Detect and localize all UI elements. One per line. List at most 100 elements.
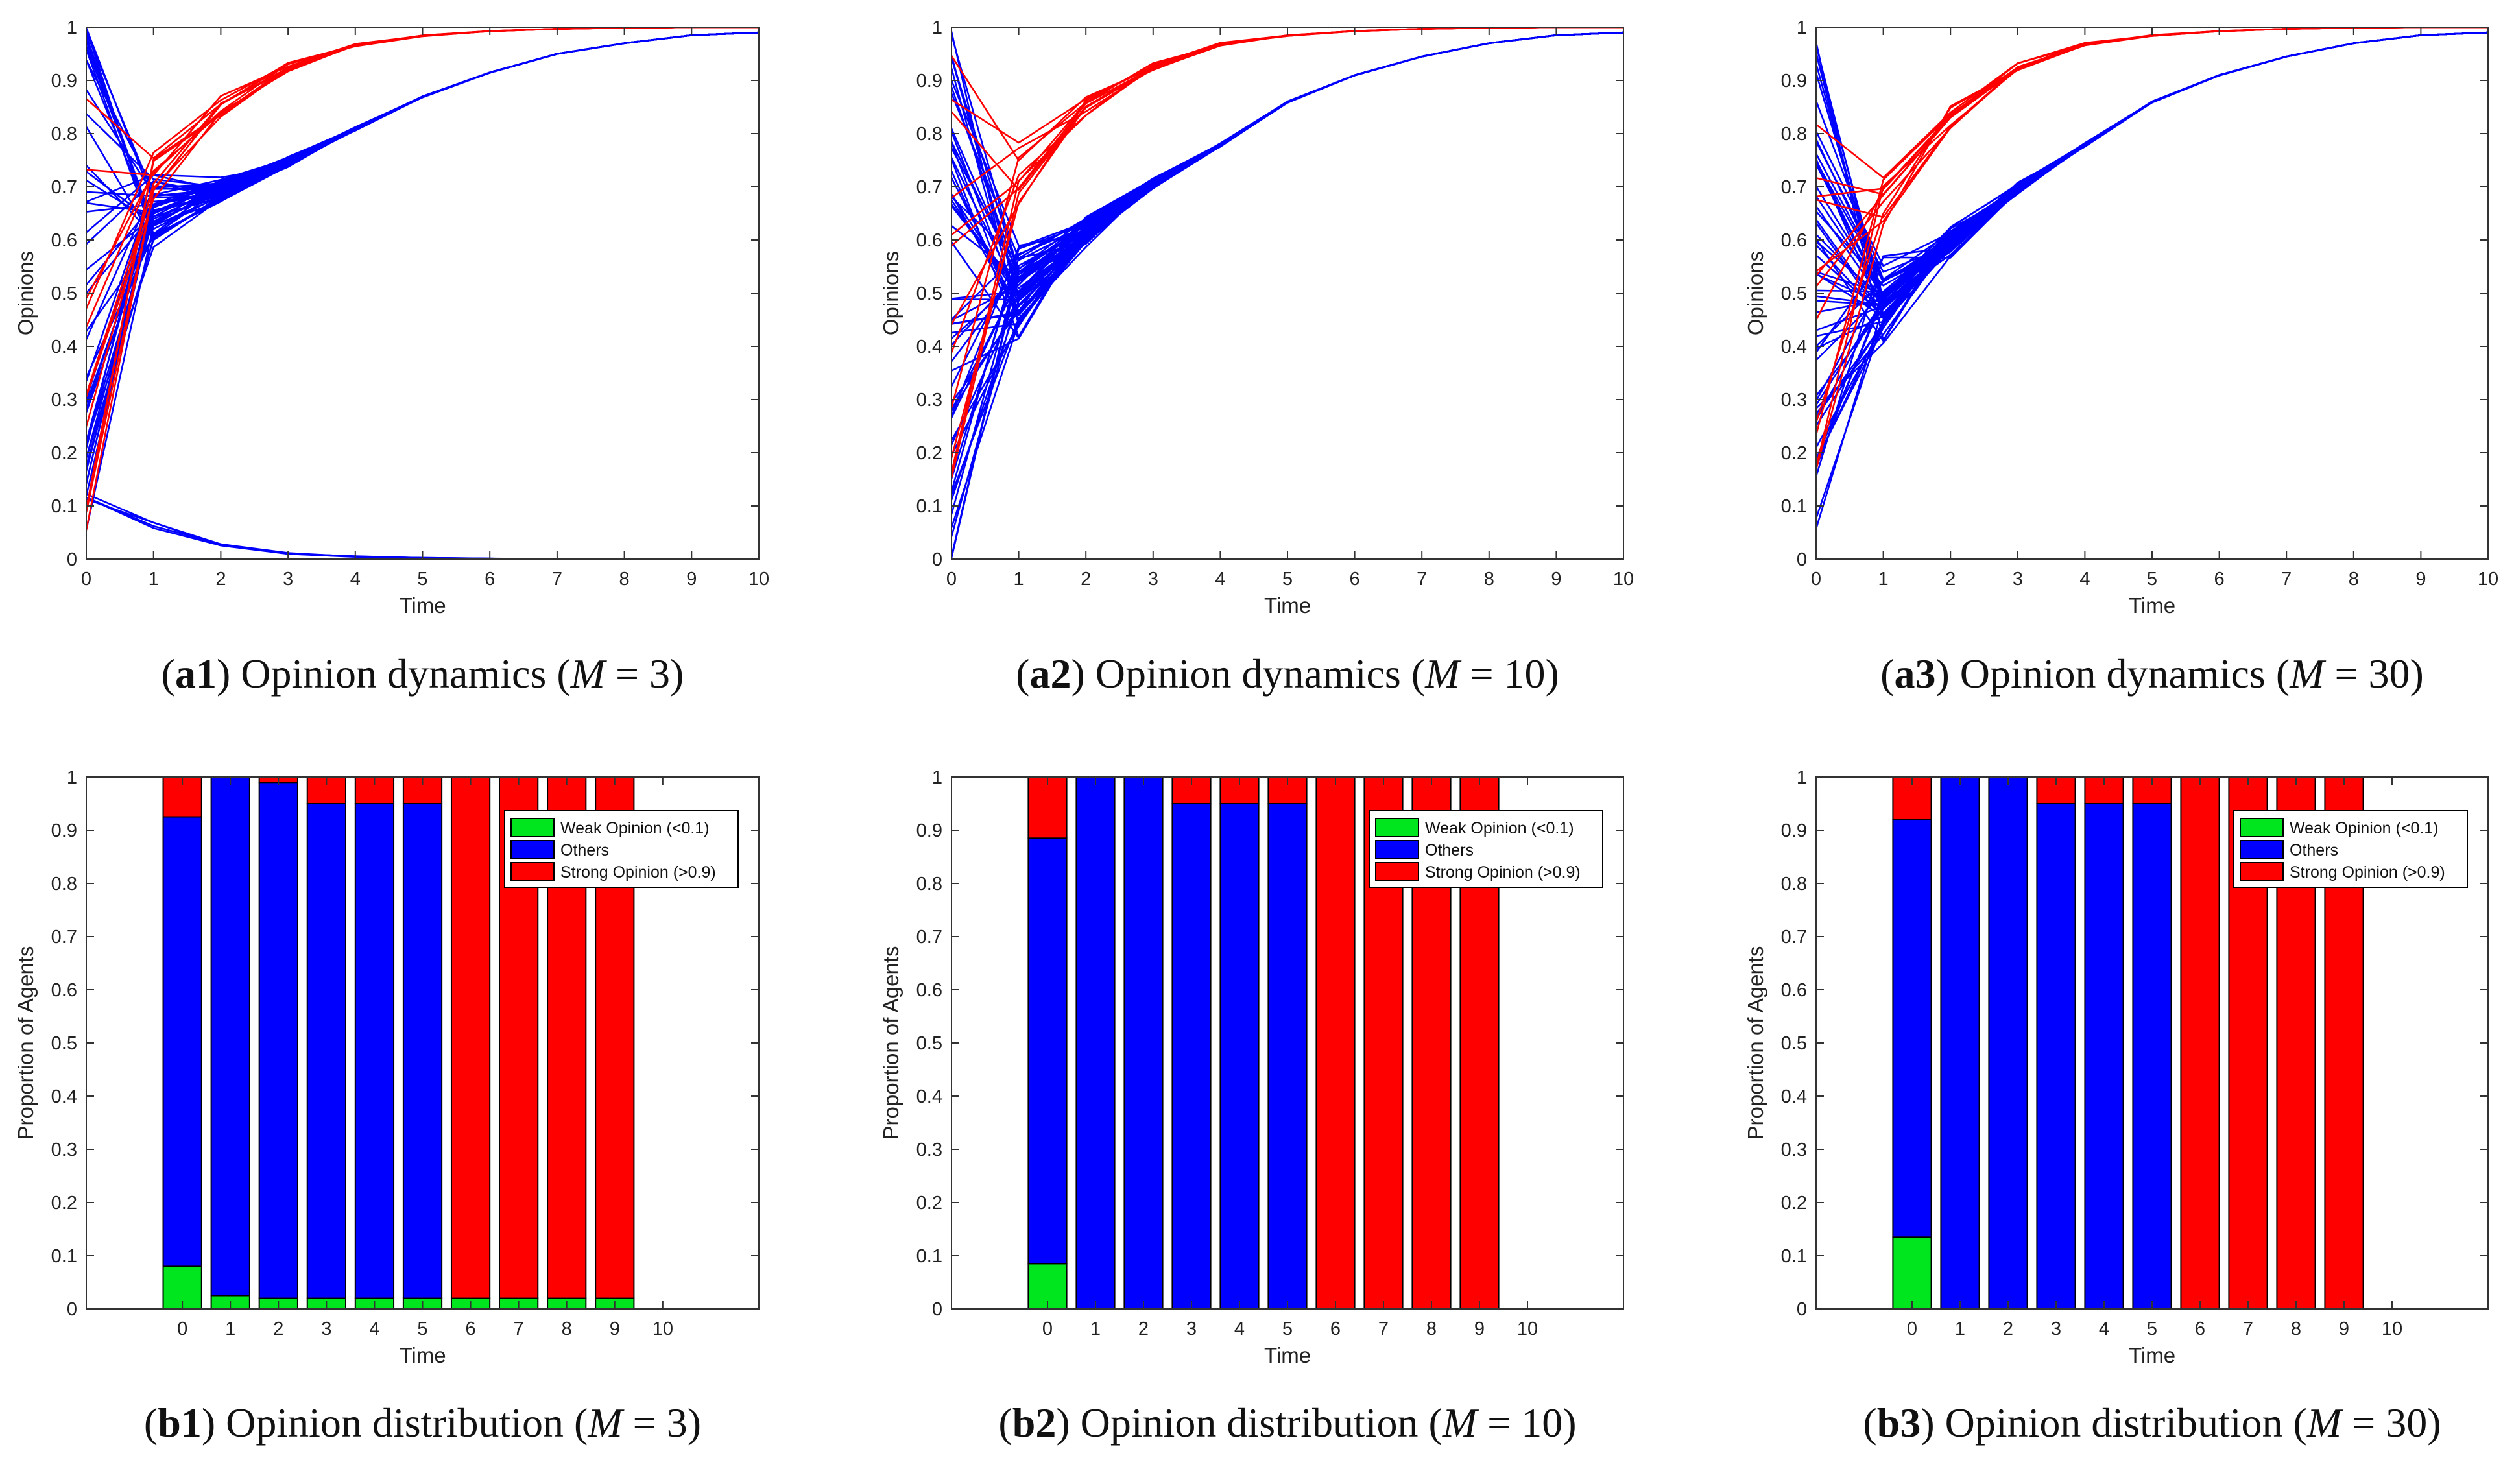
y-tick-label: 0.1: [51, 1246, 77, 1267]
series-line: [86, 31, 759, 445]
caption-part: = 10): [1459, 651, 1559, 697]
x-tick-label: 6: [2195, 1319, 2205, 1339]
legend-label: Strong Opinion (>0.9): [2290, 863, 2445, 881]
series-line: [1816, 27, 2488, 272]
x-tick-label: 5: [2147, 569, 2157, 590]
x-tick-label: 2: [1081, 569, 1091, 590]
x-tick-label: 5: [417, 1319, 427, 1339]
caption-part: = 10): [1477, 1400, 1576, 1446]
series-line: [1816, 31, 2488, 397]
panel-caption: (b3) Opinion distribution (M = 30): [1863, 1400, 2441, 1446]
x-tick-label: 7: [2243, 1319, 2253, 1339]
series-line: [1816, 27, 2488, 423]
series-line: [1816, 27, 2488, 195]
series-line: [86, 31, 759, 203]
series-line: [952, 31, 1623, 418]
x-tick-label: 8: [1426, 1319, 1437, 1339]
series-line: [86, 31, 759, 294]
x-tick-label: 2: [273, 1319, 283, 1339]
bar-segment: [1123, 776, 1164, 1310]
y-tick-label: 1: [932, 767, 942, 788]
series-line: [86, 31, 759, 270]
y-tick-label: 0: [1797, 549, 1807, 570]
series-line: [86, 27, 759, 328]
x-tick-label: 9: [610, 1319, 620, 1339]
caption-part: M: [1424, 651, 1462, 697]
series-line: [1816, 27, 2488, 468]
y-tick-label: 0.3: [1781, 390, 1807, 411]
series-group: [86, 27, 759, 559]
x-tick-label: 3: [2013, 569, 2023, 590]
x-tick-label: 10: [1517, 1319, 1538, 1339]
caption-part: M: [570, 651, 608, 697]
series-line: [1816, 31, 2488, 461]
x-tick-label: 6: [1350, 569, 1360, 590]
legend-label: Strong Opinion (>0.9): [1425, 863, 1581, 881]
series-line: [952, 27, 1623, 199]
x-tick-label: 3: [321, 1319, 331, 1339]
panel-caption: (b2) Opinion distribution (M = 10): [998, 1400, 1576, 1446]
series-line: [86, 31, 759, 410]
series-line: [86, 27, 759, 299]
series-line: [1816, 31, 2488, 409]
x-tick-label: 6: [2214, 569, 2225, 590]
line-chart-a1: 00.10.20.30.40.50.60.70.80.910 1 2 3 4 5 6 7 8 9 1…: [14, 18, 769, 697]
series-line: [1816, 31, 2488, 519]
bar-segment: [1892, 1236, 1932, 1310]
legend-label: Weak Opinion (<0.1): [1425, 819, 1574, 837]
y-tick-label: 0.5: [916, 283, 942, 304]
legend-label: Others: [560, 841, 609, 859]
series-line: [86, 31, 759, 442]
bar-segment: [354, 776, 395, 804]
x-tick-label: 3: [283, 569, 293, 590]
bar-segment: [354, 803, 395, 1299]
series-line: [86, 31, 759, 200]
bar-segment: [2180, 776, 2220, 1310]
series-line: [952, 27, 1623, 408]
y-axis-label: Proportion of Agents: [879, 946, 903, 1140]
series-line: [86, 27, 759, 513]
x-tick-label: 9: [2339, 1319, 2349, 1339]
x-tick-label: 0: [81, 569, 91, 590]
x-tick-label: 4: [1215, 569, 1225, 590]
x-tick-label: 2: [2003, 1319, 2013, 1339]
y-tick-label: 0.9: [1781, 820, 1807, 841]
caption-part: M: [587, 1400, 625, 1446]
caption-part: (: [144, 1400, 158, 1446]
series-line: [1816, 31, 2488, 294]
x-tick-label: 1: [1090, 1319, 1101, 1339]
series-line: [952, 31, 1623, 321]
panel-caption: (a2) Opinion dynamics (M = 10): [1016, 651, 1559, 697]
y-tick-label: 0.4: [51, 337, 77, 357]
panel-caption: (a1) Opinion dynamics (M = 3): [162, 651, 684, 697]
x-tick-label: 5: [1282, 569, 1293, 590]
y-tick-label: 0: [67, 549, 77, 570]
y-tick-label: 0.1: [1781, 1246, 1807, 1267]
legend: Weak Opinion (<0.1) Others Strong Opinion …: [504, 810, 739, 888]
series-line: [952, 31, 1623, 325]
y-tick-label: 0.8: [1781, 874, 1807, 894]
y-axis-label: Opinions: [879, 251, 903, 335]
x-tick-label: 1: [225, 1319, 235, 1339]
y-tick-label: 1: [67, 18, 77, 38]
caption-part: ) Opinion dynamics (: [1935, 651, 2290, 697]
y-tick-label: 0.3: [916, 1140, 942, 1160]
series-line: [86, 27, 759, 509]
x-tick-label: 1: [1955, 1319, 1965, 1339]
x-tick-label: 2: [1945, 569, 1956, 590]
y-tick-label: 0.2: [1781, 1193, 1807, 1214]
x-tick-label: 4: [2099, 1319, 2109, 1339]
y-tick-label: 0.4: [1781, 337, 1807, 357]
series-line: [952, 31, 1623, 403]
x-tick-label: 0: [1042, 1319, 1053, 1339]
x-tick-label: 10: [652, 1319, 673, 1339]
legend-swatch: [2240, 818, 2284, 837]
x-tick-label: 10: [1613, 569, 1634, 590]
x-tick-label: 3: [2051, 1319, 2061, 1339]
y-tick-label: 0.2: [1781, 443, 1807, 464]
legend-swatch: [510, 840, 555, 859]
caption-part: ) Opinion distribution (: [1056, 1400, 1443, 1446]
series-line: [952, 31, 1623, 334]
series-line: [86, 31, 759, 496]
y-tick-label: 0.3: [916, 390, 942, 411]
